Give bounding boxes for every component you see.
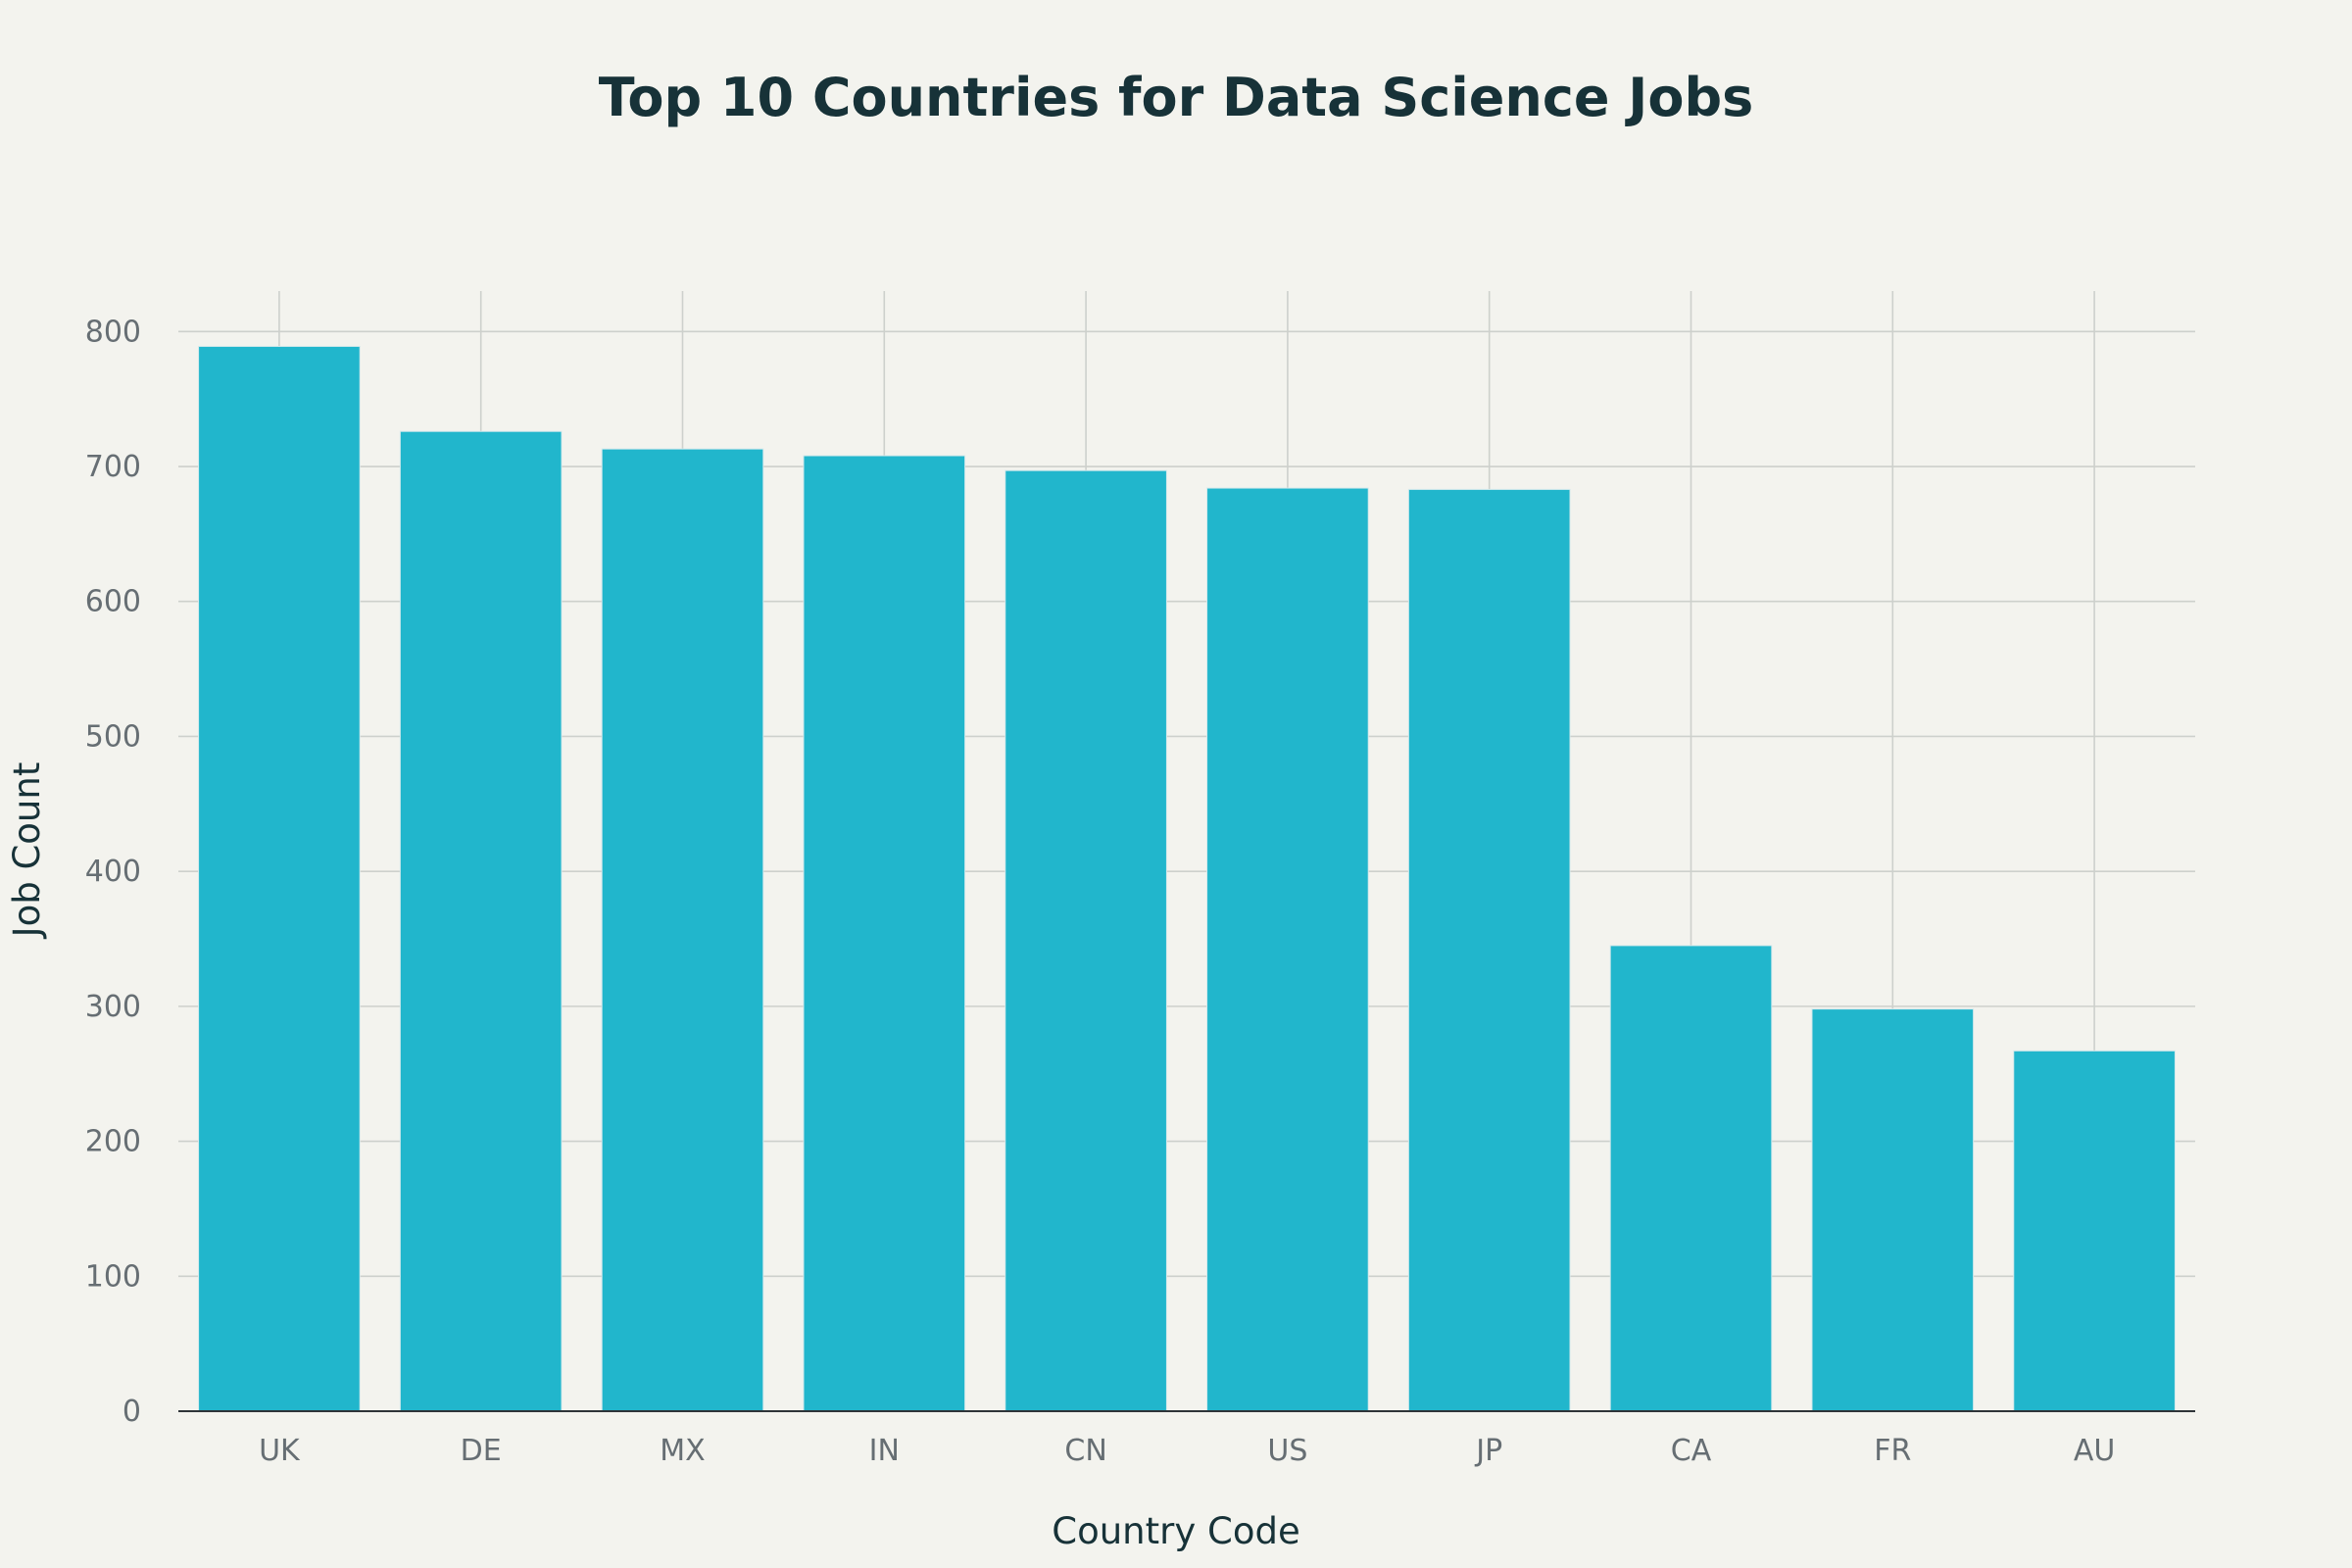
bar-cn [1004,469,1167,1412]
y-tick-label: 500 [85,719,141,754]
bar-ca [1609,945,1773,1412]
x-tick-label: DE [461,1434,502,1468]
x-tick-label: US [1267,1434,1307,1468]
bars [198,345,2176,1412]
y-tick-label: 400 [85,855,141,889]
bar-fr [1811,1008,1975,1412]
bar-mx [601,448,764,1412]
bar-us [1206,487,1369,1412]
bar-jp [1407,488,1571,1412]
y-axis-title: Job Count [6,762,48,940]
y-tick-label: 200 [85,1125,141,1159]
y-tick-label: 300 [85,990,141,1024]
chart-title: Top 10 Countries for Data Science Jobs [599,67,1754,128]
x-tick-label: UK [259,1434,301,1468]
y-tick-label: 0 [122,1395,141,1429]
x-tick-label: CA [1671,1434,1712,1468]
y-tick-label: 100 [85,1259,141,1294]
x-tick-label: CN [1064,1434,1106,1468]
bar-au [2013,1050,2176,1412]
y-tick-label: 700 [85,450,141,484]
x-tick-label: JP [1474,1434,1502,1468]
x-tick-label: AU [2074,1434,2115,1468]
y-tick-label: 800 [85,315,141,349]
y-axis-ticks: 0 100 200 300 400 500 600 700 800 [85,315,141,1429]
bar-in [803,455,966,1412]
x-axis-title: Country Code [1052,1510,1299,1552]
x-tick-label: FR [1874,1434,1911,1468]
bar-de [399,430,563,1412]
x-tick-label: MX [660,1434,705,1468]
y-tick-label: 600 [85,585,141,619]
bar-uk [198,345,361,1412]
x-tick-label: IN [869,1434,900,1468]
x-axis-ticks: UK DE MX IN CN US JP CA FR AU [259,1434,2115,1468]
